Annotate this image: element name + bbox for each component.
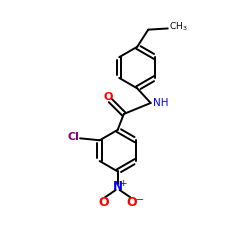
Text: CH$_3$: CH$_3$ (169, 21, 188, 33)
Text: Cl: Cl (67, 132, 79, 142)
Text: N: N (113, 180, 123, 193)
Text: O: O (126, 196, 137, 209)
Text: −: − (135, 195, 144, 205)
Text: O: O (98, 196, 109, 209)
Text: NH: NH (152, 98, 168, 108)
Text: O: O (103, 92, 113, 102)
Text: +: + (119, 179, 126, 188)
